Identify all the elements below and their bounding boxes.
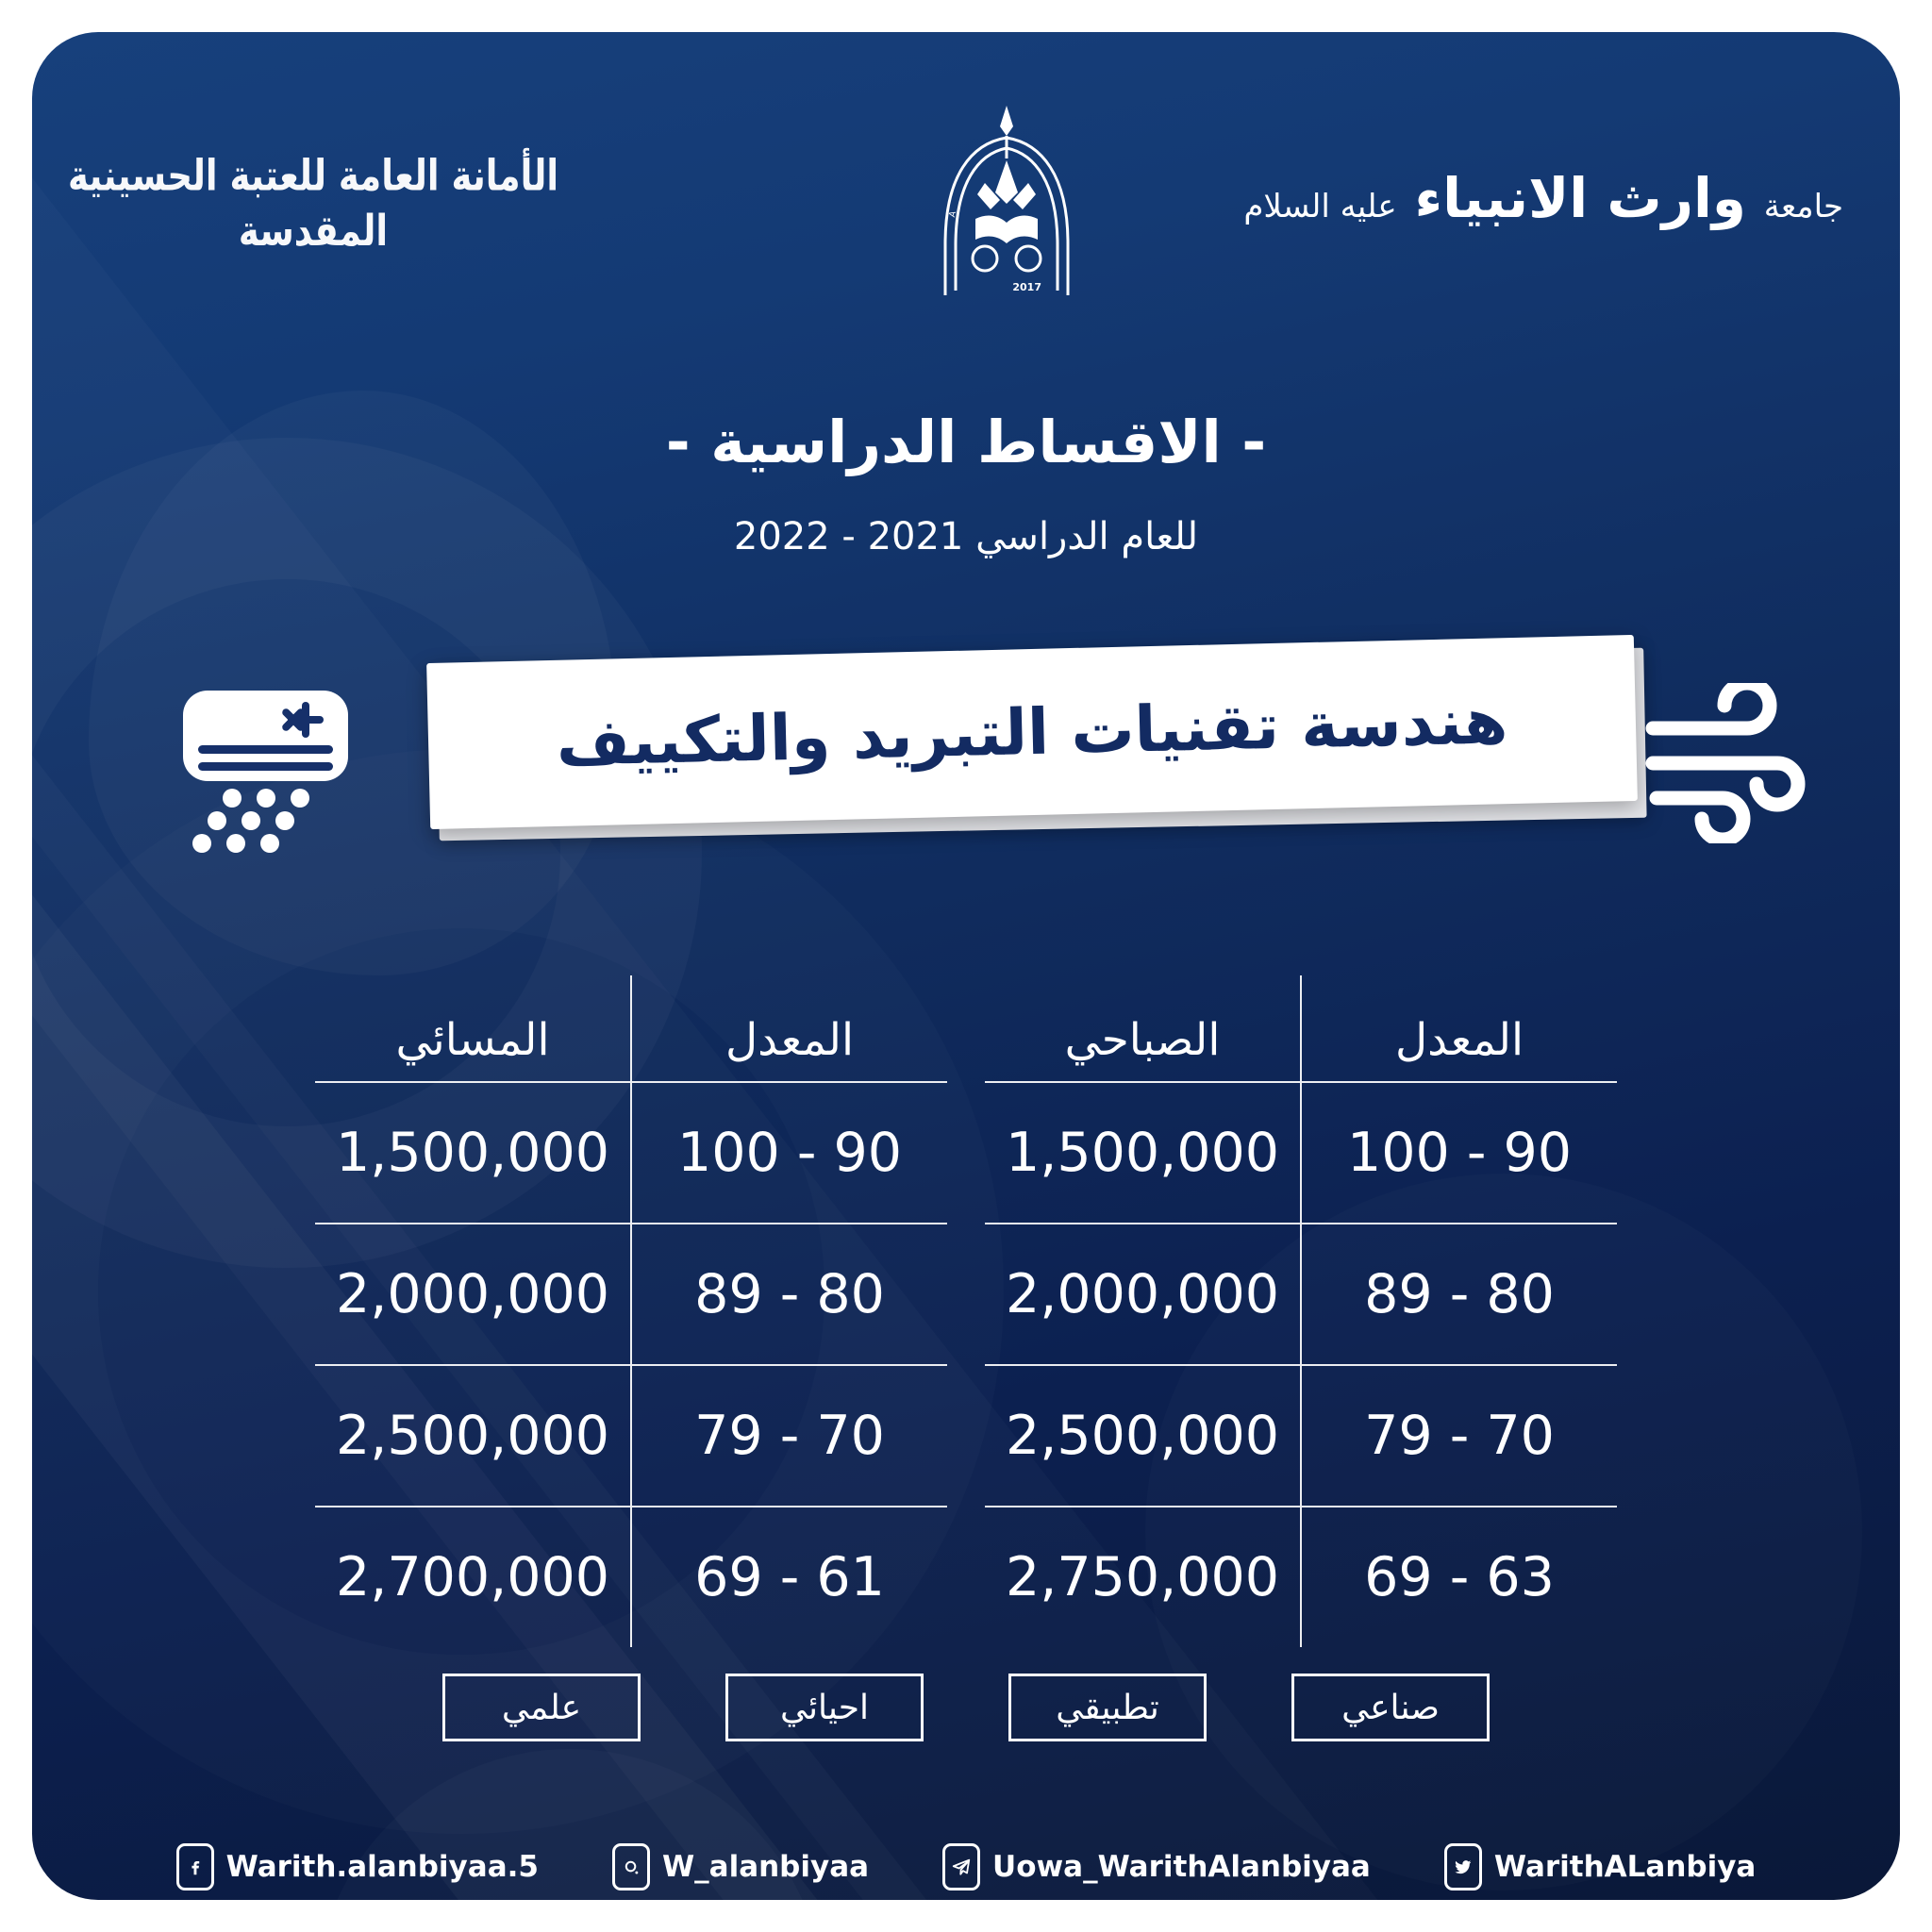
column-header-shift: المسائي [395, 1014, 550, 1066]
fees-table-evening: المعدل المسائي 90 - 100 1,500,000 80 - 8… [296, 975, 966, 1647]
instagram-icon [611, 1843, 650, 1890]
table-cell-amount: 2,000,000 [1005, 1263, 1280, 1325]
table-divider [630, 1083, 632, 1223]
instagram-handle: W_alanbiyaa [661, 1850, 870, 1884]
table-cell-amount: 2,000,000 [335, 1263, 610, 1325]
table-cell-range: 70 - 79 [1364, 1405, 1555, 1467]
table-divider [630, 1507, 632, 1647]
table-divider [630, 975, 632, 1081]
table-cell-amount: 2,700,000 [335, 1546, 610, 1608]
social-facebook[interactable]: Warith.alanbiyaa.5 [175, 1843, 539, 1890]
column-header-shift: الصباحي [1064, 1014, 1221, 1066]
twitter-handle: WarithALanbiya [1493, 1850, 1757, 1884]
social-instagram[interactable]: W_alanbiyaa [611, 1843, 870, 1890]
table-cell-amount: 1,500,000 [335, 1122, 610, 1184]
telegram-icon [942, 1843, 981, 1890]
facebook-icon [175, 1843, 214, 1890]
table-rule [985, 1081, 1617, 1083]
branch-tags: صناعي تطبيقي احيائي علمي [32, 1674, 1900, 1741]
table-cell-range: 90 - 100 [676, 1122, 903, 1184]
fees-table-morning: المعدل الصباحي 90 - 100 1,500,000 80 - 8… [966, 975, 1636, 1647]
column-header-rate: المعدل [724, 1014, 855, 1066]
table-cell-amount: 2,500,000 [1005, 1405, 1280, 1467]
university-seal-icon: UNIVERSITY OF WARITH AL-ANBIYAA 2017 [922, 94, 1087, 305]
facebook-handle: Warith.alanbiyaa.5 [225, 1850, 539, 1884]
table-cell-range: 70 - 79 [694, 1405, 885, 1467]
table-rule [985, 1364, 1617, 1366]
social-twitter[interactable]: WarithALanbiya [1443, 1843, 1757, 1890]
table-rule [315, 1081, 947, 1083]
table-cell-range: 61 - 69 [694, 1546, 885, 1608]
university-name-block: جامعة وارث الانبياء عليه السلام [1243, 166, 1843, 230]
fees-tables: المعدل الصباحي 90 - 100 1,500,000 80 - 8… [32, 975, 1900, 1647]
tag-biology[interactable]: احيائي [725, 1674, 924, 1741]
table-divider [630, 1366, 632, 1506]
tag-industrial[interactable]: صناعي [1291, 1674, 1490, 1741]
air-conditioner-icon [174, 683, 358, 858]
table-divider [1300, 1224, 1302, 1364]
table-rule [315, 1223, 947, 1224]
tag-applied[interactable]: تطبيقي [1008, 1674, 1207, 1741]
table-divider [1300, 1507, 1302, 1647]
column-header-rate: المعدل [1394, 1014, 1524, 1066]
department-banner-area: هندسة تقنيات التبريد والتكييف [32, 634, 1900, 862]
academic-year-subtitle: للعام الدراسي 2021 - 2022 [733, 515, 1199, 558]
holy-shrine-calligraphy: الأمانة العامة للعتبة الحسينية المقدسة [67, 150, 559, 256]
twitter-icon [1443, 1843, 1482, 1890]
table-rule [315, 1364, 947, 1366]
poster-header: الأمانة العامة للعتبة الحسينية المقدسة [32, 92, 1900, 328]
table-cell-range: 80 - 89 [694, 1263, 885, 1325]
table-divider [1300, 1366, 1302, 1506]
svg-text:2017: 2017 [1012, 281, 1041, 293]
telegram-handle: Uowa_WarithAlanbiyaa [992, 1850, 1371, 1884]
wind-icon [1636, 675, 1810, 847]
social-footer: Warith.alanbiyaa.5 W_alanbiyaa Uowa_Wari… [32, 1843, 1900, 1890]
table-divider [1300, 1083, 1302, 1223]
table-cell-amount: 2,750,000 [1005, 1546, 1280, 1608]
table-rule [985, 1223, 1617, 1224]
university-honorific: عليه السلام [1243, 188, 1397, 225]
poster-canvas: الأمانة العامة للعتبة الحسينية المقدسة [32, 32, 1900, 1900]
page-title: - الاقساط الدراسية - [665, 408, 1267, 476]
table-cell-range: 63 - 69 [1364, 1546, 1555, 1608]
university-prefix: جامعة [1763, 188, 1843, 225]
table-cell-amount: 1,500,000 [1005, 1122, 1280, 1184]
social-telegram[interactable]: Uowa_WarithAlanbiyaa [942, 1843, 1371, 1890]
table-divider [1300, 975, 1302, 1081]
table-cell-range: 90 - 100 [1346, 1122, 1573, 1184]
university-name: وارث الانبياء [1414, 166, 1746, 230]
table-cell-range: 80 - 89 [1364, 1263, 1555, 1325]
department-name: هندسة تقنيات التبريد والتكييف [555, 684, 1509, 780]
table-divider [630, 1224, 632, 1364]
table-rule [985, 1506, 1617, 1507]
table-cell-amount: 2,500,000 [335, 1405, 610, 1467]
tag-scientific[interactable]: علمي [442, 1674, 641, 1741]
table-rule [315, 1506, 947, 1507]
svg-text:UNIVERSITY OF WARITH AL-ANBIYA: UNIVERSITY OF WARITH AL-ANBIYAA [926, 102, 958, 218]
department-banner: هندسة تقنيات التبريد والتكييف [426, 634, 1638, 830]
